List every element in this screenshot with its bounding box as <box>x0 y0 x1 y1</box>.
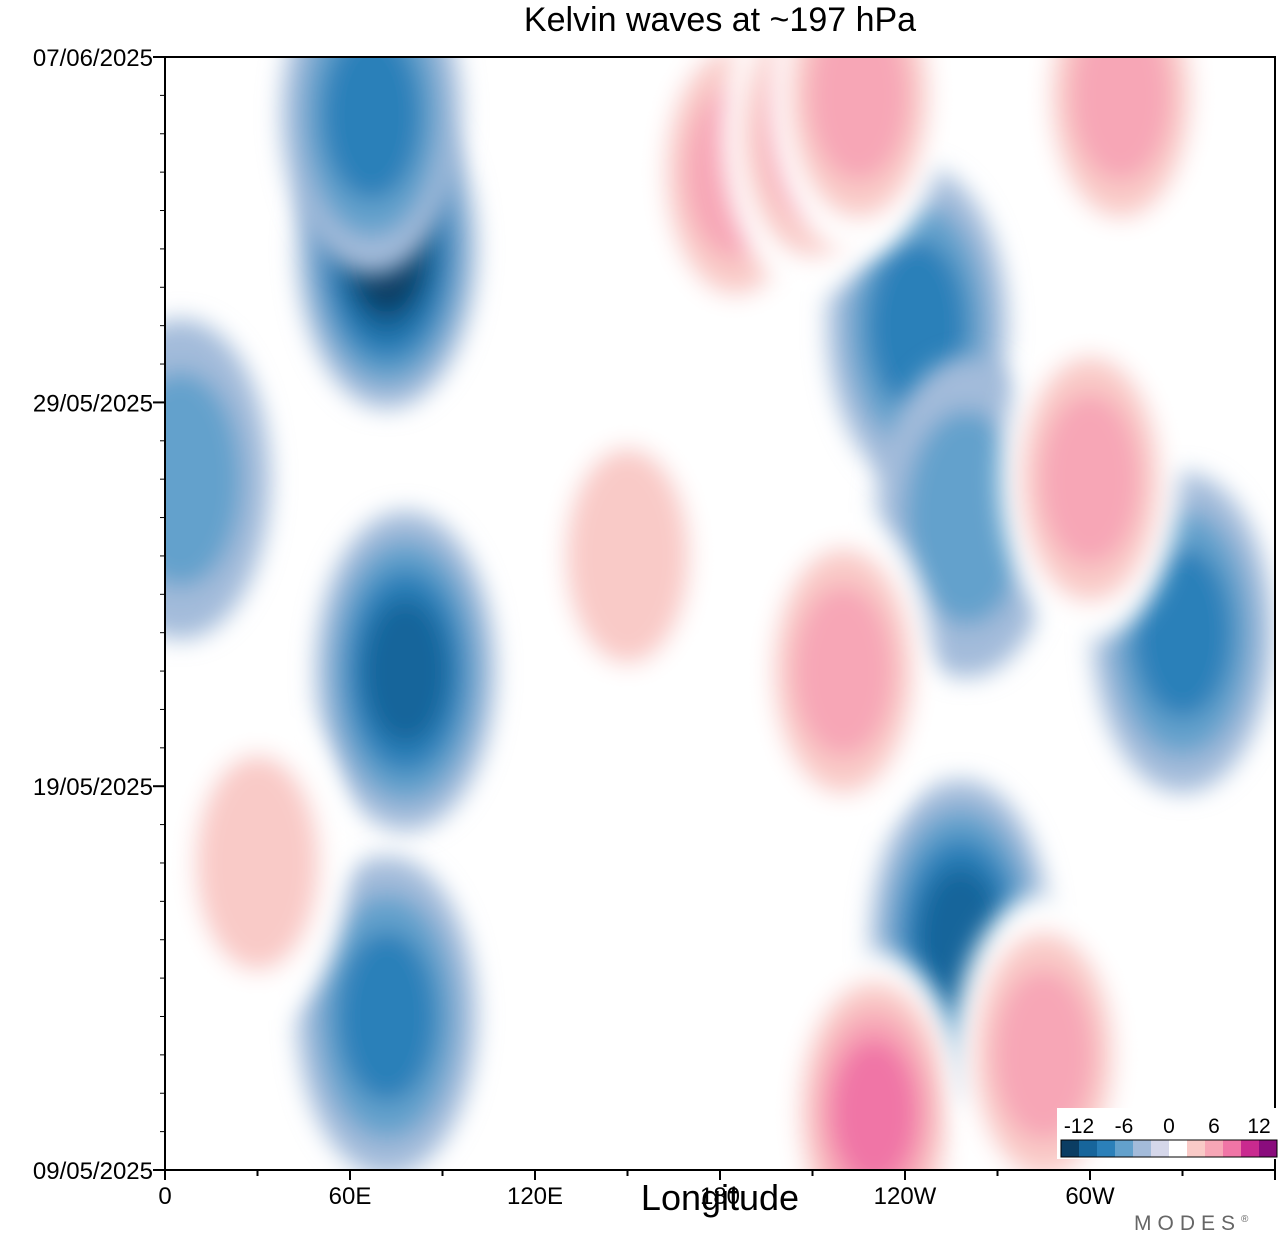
anomaly-feature <box>297 856 477 1170</box>
anomaly-feature <box>281 57 462 275</box>
chart-title: Kelvin waves at ~197 hPa <box>523 1 917 39</box>
anomaly-contour <box>830 1039 918 1170</box>
colorbar-swatch <box>1133 1140 1152 1157</box>
colorbar-tick-label: 6 <box>1208 1115 1220 1138</box>
x-tick-label: 60E <box>329 1183 372 1210</box>
x-tick-label: 120W <box>874 1183 937 1210</box>
x-axis: 0 60E 120E 180 120W 60W <box>158 1170 1276 1210</box>
x-tick-label: 0 <box>158 1183 171 1210</box>
anomaly-feature <box>315 511 496 832</box>
colorbar-tick-label: 0 <box>1163 1115 1175 1138</box>
y-tick-label: 29/05/2025 <box>33 390 153 417</box>
y-tick-label: 19/05/2025 <box>33 774 153 801</box>
colorbar: -12 -6 0 6 12 <box>1057 1108 1279 1159</box>
anomaly-feature <box>537 395 718 716</box>
anomaly-feature <box>784 952 965 1170</box>
anomaly-feature <box>768 57 949 256</box>
colorbar-swatch <box>1115 1140 1134 1157</box>
anomaly-feature <box>1030 57 1211 256</box>
colorbar-swatch <box>1187 1140 1206 1157</box>
colorbar-swatch <box>1097 1140 1116 1157</box>
anomaly-contour <box>793 585 894 757</box>
colorbar-swatch <box>1169 1140 1188 1157</box>
anomaly-feature <box>953 894 1134 1170</box>
anomaly-contour <box>1040 393 1140 565</box>
x-tick-label: 60W <box>1065 1183 1115 1210</box>
colorbar-tick-label: 12 <box>1247 1115 1270 1138</box>
colorbar-tick-label: -12 <box>1064 1115 1094 1138</box>
x-tick-label: 120E <box>507 1183 563 1210</box>
anomaly-contour <box>165 371 243 588</box>
anomaly-contour <box>195 754 320 971</box>
colorbar-swatch <box>1241 1140 1260 1157</box>
x-tick-label: 180 <box>700 1183 740 1210</box>
colorbar-tick-label: -6 <box>1115 1115 1134 1138</box>
colorbar-swatch <box>1061 1140 1080 1157</box>
brand-logo: MODES® <box>1134 1212 1249 1235</box>
colorbar-swatch <box>1259 1140 1278 1157</box>
anomaly-contour <box>904 409 1029 626</box>
anomaly-contour <box>1070 57 1171 182</box>
anomaly-field <box>165 57 1273 1170</box>
anomaly-feature <box>753 511 934 832</box>
anomaly-feature <box>165 319 271 640</box>
colorbar-swatch <box>1205 1140 1224 1157</box>
anomaly-contour <box>337 930 437 1103</box>
anomaly-feature <box>1000 319 1180 640</box>
anomaly-contour <box>993 969 1094 1141</box>
anomaly-contour <box>1132 546 1233 719</box>
anomaly-contour <box>808 57 909 182</box>
colorbar-swatch <box>1223 1140 1242 1157</box>
y-tick-label: 09/05/2025 <box>33 1158 153 1185</box>
y-tick-label: 07/06/2025 <box>33 45 153 72</box>
colorbar-swatch <box>1151 1140 1170 1157</box>
anomaly-contour <box>565 447 690 664</box>
anomaly-contour <box>362 597 449 745</box>
y-axis: 07/06/2025 29/05/2025 19/05/2025 09/05/2025 <box>33 45 165 1185</box>
anomaly-contour <box>321 57 422 201</box>
colorbar-frame <box>1060 1139 1278 1158</box>
x-axis-label: Longitude <box>640 1177 800 1218</box>
anomaly-feature <box>167 702 348 1023</box>
colorbar-swatch <box>1079 1140 1098 1157</box>
